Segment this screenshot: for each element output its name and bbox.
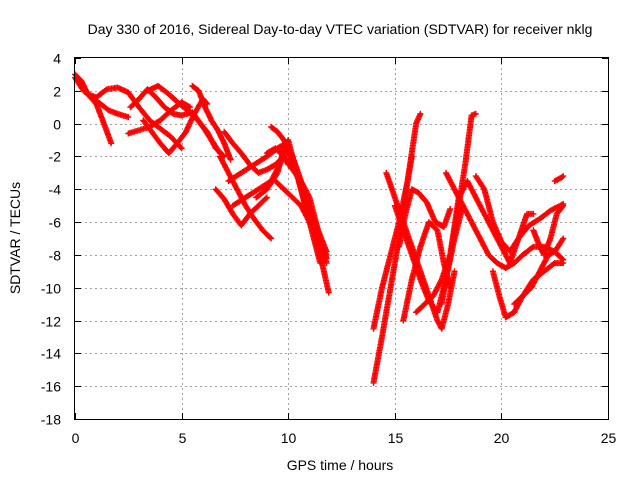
- data-marks: [72, 71, 567, 386]
- series-track-25: [438, 110, 479, 308]
- series-track-5: [125, 99, 194, 137]
- data-point: [267, 234, 274, 241]
- y-tick-label: -8: [49, 248, 62, 264]
- data-point: [273, 171, 280, 178]
- y-tick-label: 4: [53, 51, 61, 67]
- series-track-17: [268, 123, 330, 255]
- data-point: [559, 174, 566, 180]
- series-track-6: [140, 96, 211, 157]
- data-point: [417, 110, 424, 117]
- data-point: [323, 248, 330, 255]
- x-tick-label: 0: [72, 430, 80, 446]
- y-tick-label: -12: [41, 314, 61, 330]
- grid-lines: [75, 58, 608, 419]
- y-tick-label: -10: [41, 281, 61, 297]
- data-point: [447, 284, 454, 291]
- series-track-24: [413, 178, 537, 316]
- data-point: [178, 145, 185, 152]
- data-point: [559, 255, 566, 262]
- data-point: [125, 114, 132, 121]
- y-tick-label: -2: [49, 149, 62, 165]
- plot-frame: [74, 57, 609, 420]
- y-tick-label: 2: [53, 84, 61, 100]
- series-track-30: [530, 202, 567, 258]
- data-point: [262, 195, 269, 202]
- x-tick-label: 15: [388, 430, 404, 446]
- data-point: [472, 110, 479, 117]
- chart-title: Day 330 of 2016, Sidereal Day-to-day VTE…: [88, 21, 593, 37]
- x-axis-label: GPS time / hours: [287, 457, 394, 473]
- y-tick-label: -16: [41, 379, 61, 395]
- y-tick-label: 0: [53, 117, 61, 133]
- y-tick-label: -14: [41, 346, 61, 362]
- data-point: [108, 140, 115, 147]
- y-tick-label: -4: [49, 182, 62, 198]
- data-point: [560, 173, 567, 180]
- x-tick-label: 25: [601, 430, 617, 446]
- data-point: [268, 235, 275, 242]
- series-track-27: [472, 173, 567, 255]
- data-point: [559, 203, 566, 210]
- y-axis-label: SDTVAR / TECUs: [7, 182, 23, 294]
- y-tick-label: -18: [41, 412, 61, 428]
- series-track-7: [144, 82, 228, 160]
- x-tick-labels: 0 5 10 15 20 25: [72, 430, 617, 446]
- x-tick-label: 20: [494, 430, 510, 446]
- series-track-8: [189, 82, 234, 163]
- data-point: [451, 268, 458, 275]
- data-point: [447, 206, 454, 212]
- x-tick-label: 5: [179, 430, 187, 446]
- axis-ticks: [75, 58, 609, 420]
- data-point: [530, 210, 537, 217]
- series-track-18: [370, 110, 424, 386]
- x-tick-label: 10: [281, 430, 297, 446]
- data-point: [323, 255, 330, 262]
- y-tick-label: -6: [49, 215, 62, 231]
- data-point: [227, 156, 234, 163]
- data-point: [325, 289, 332, 296]
- series-track-29: [511, 248, 567, 308]
- series-track-31: [551, 173, 567, 185]
- data-point: [177, 144, 184, 151]
- series-track-10: [212, 186, 270, 229]
- data-point: [560, 202, 567, 209]
- data-point: [560, 235, 567, 242]
- data-point: [560, 256, 567, 263]
- data-point: [408, 153, 415, 160]
- data-point: [187, 104, 194, 111]
- data-point: [263, 194, 270, 201]
- y-tick-labels: -18 -16 -14 -12 -10 -8 -6 -4 -2 0 2 4: [41, 51, 61, 428]
